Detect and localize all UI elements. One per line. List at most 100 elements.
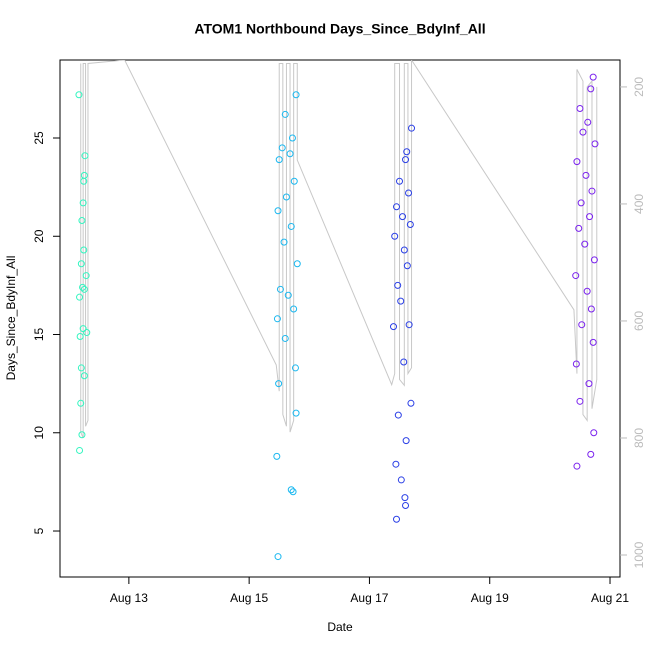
x-tick-label: Aug 13 — [110, 591, 148, 605]
point — [590, 429, 598, 437]
point — [587, 85, 595, 93]
point — [276, 285, 284, 293]
point — [399, 213, 407, 221]
point — [591, 140, 599, 148]
point — [407, 399, 415, 407]
point — [575, 224, 583, 232]
point — [79, 325, 87, 333]
point — [293, 260, 301, 268]
point — [80, 171, 88, 179]
y-tick-label: 15 — [32, 328, 46, 342]
point — [576, 105, 584, 113]
point — [587, 450, 595, 458]
plot-area — [75, 60, 599, 561]
point — [392, 460, 400, 468]
chart-title: ATOM1 Northbound Days_Since_BdyInf_All — [194, 21, 485, 37]
y-tick-label: 5 — [32, 527, 46, 534]
point — [80, 372, 88, 380]
x-tick-label: Aug 21 — [591, 591, 629, 605]
point — [79, 199, 87, 207]
point — [75, 91, 83, 99]
point — [579, 128, 587, 136]
point — [396, 177, 404, 185]
point — [275, 156, 283, 164]
y2-tick-label: 600 — [632, 311, 646, 331]
point — [282, 193, 290, 201]
point — [76, 332, 84, 340]
point — [583, 287, 591, 295]
point — [406, 220, 414, 228]
point — [291, 364, 299, 372]
point — [402, 156, 410, 164]
point — [80, 285, 88, 293]
point — [577, 199, 585, 207]
x-axis-title: Date — [327, 620, 353, 634]
point — [275, 380, 283, 388]
point — [582, 171, 590, 179]
point — [286, 150, 294, 158]
y2-tick-label: 1000 — [632, 541, 646, 568]
point — [401, 494, 409, 502]
y-tick-label: 10 — [32, 426, 46, 440]
point — [290, 177, 298, 185]
point — [393, 515, 401, 523]
y2-tick-label: 200 — [632, 77, 646, 97]
point — [586, 213, 594, 221]
point — [76, 293, 84, 301]
point — [273, 452, 281, 460]
point — [393, 203, 401, 211]
point — [584, 118, 592, 126]
x-tick-label: Aug 17 — [350, 591, 388, 605]
point — [400, 246, 408, 254]
y-tick-label: 20 — [32, 229, 46, 243]
point — [402, 501, 410, 509]
y-axis-title: Days_Since_BdyInf_All — [4, 256, 18, 381]
point — [80, 246, 88, 254]
point — [288, 134, 296, 142]
point — [572, 360, 580, 368]
point — [280, 238, 288, 246]
plot-frame — [59, 59, 621, 578]
point — [77, 260, 85, 268]
point — [79, 283, 87, 291]
point — [581, 240, 589, 248]
point — [77, 364, 85, 372]
point — [287, 222, 295, 230]
point — [389, 323, 397, 331]
point — [281, 110, 289, 118]
point — [391, 232, 399, 240]
point — [78, 431, 86, 439]
point — [77, 399, 85, 407]
point — [397, 297, 405, 305]
point — [585, 380, 593, 388]
point — [274, 207, 282, 215]
y-tick-label: 25 — [32, 131, 46, 145]
point — [397, 476, 405, 484]
point — [573, 158, 581, 166]
point — [394, 411, 402, 419]
point — [408, 124, 416, 132]
series-line — [80, 60, 598, 439]
point — [290, 305, 298, 313]
point — [405, 321, 413, 329]
point — [589, 338, 597, 346]
point — [403, 262, 411, 270]
point — [278, 144, 286, 152]
point — [292, 409, 300, 417]
y2-tick-label: 800 — [632, 428, 646, 448]
point — [274, 553, 282, 561]
point — [287, 486, 295, 494]
point — [573, 462, 581, 470]
x-tick-label: Aug 15 — [230, 591, 268, 605]
point — [400, 358, 408, 366]
point — [292, 91, 300, 99]
point — [590, 256, 598, 264]
x-tick-label: Aug 19 — [471, 591, 509, 605]
y2-tick-label: 400 — [632, 194, 646, 214]
point — [405, 189, 413, 197]
point — [576, 397, 584, 405]
point — [578, 321, 586, 329]
point — [78, 217, 86, 225]
point — [281, 334, 289, 342]
point — [403, 148, 411, 156]
